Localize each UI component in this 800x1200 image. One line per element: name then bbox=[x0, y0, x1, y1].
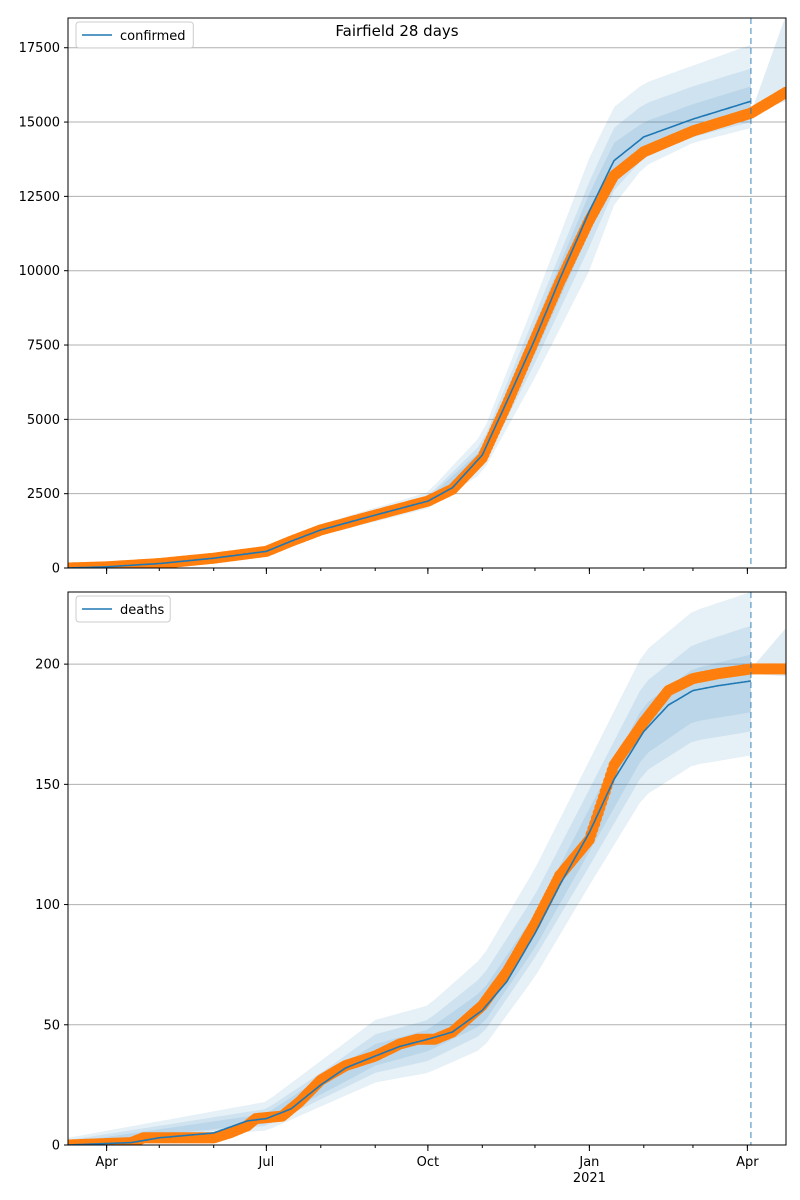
plot-area bbox=[68, 592, 786, 1145]
y-tick-label: 12500 bbox=[19, 190, 60, 205]
confidence-band-outer bbox=[68, 44, 751, 568]
y-tick-label: 2500 bbox=[27, 487, 60, 502]
x-tick-label: Jan bbox=[578, 1155, 599, 1170]
observed-point bbox=[780, 663, 786, 675]
legend: deaths bbox=[75, 595, 171, 623]
figure-title: Fairfield 28 days bbox=[335, 22, 458, 40]
x-tick-label: Jul bbox=[258, 1155, 275, 1170]
x-tick-sublabel: 2021 bbox=[573, 1171, 606, 1186]
y-tick-label: 0 bbox=[52, 562, 60, 577]
legend-box bbox=[75, 21, 194, 49]
y-tick-label: 7500 bbox=[27, 339, 60, 354]
x-tick-label: Apr bbox=[95, 1155, 118, 1170]
confidence-band-outer bbox=[68, 592, 751, 1145]
y-tick-label: 5000 bbox=[27, 413, 60, 428]
axes-frame bbox=[67, 17, 787, 569]
observed-point bbox=[780, 86, 786, 98]
legend-label: deaths bbox=[120, 603, 165, 618]
y-tick-label: 200 bbox=[35, 658, 60, 673]
y-tick-label: 17500 bbox=[19, 41, 60, 56]
y-tick-label: 150 bbox=[35, 778, 60, 793]
legend-label: confirmed bbox=[120, 29, 186, 44]
y-tick-label: 15000 bbox=[19, 116, 60, 131]
confidence-band-forecast bbox=[750, 18, 786, 114]
x-tick-label: Oct bbox=[417, 1155, 439, 1170]
y-tick-label: 100 bbox=[35, 898, 60, 913]
plot-area bbox=[68, 18, 786, 568]
confidence-band-middle bbox=[68, 68, 751, 568]
x-tick-label: Apr bbox=[736, 1155, 759, 1170]
model-line bbox=[68, 100, 752, 568]
y-tick-label: 50 bbox=[43, 1018, 60, 1033]
y-tick-label: 0 bbox=[52, 1139, 60, 1154]
y-tick-label: 10000 bbox=[19, 264, 60, 279]
observed-series bbox=[68, 86, 786, 568]
legend: confirmed bbox=[75, 21, 194, 49]
confirmed-chart: 0 2500 5000 7500 10000 12500 15000 17500 confirm… bbox=[19, 17, 787, 577]
axes-frame bbox=[67, 591, 787, 1146]
legend-box bbox=[75, 595, 171, 623]
model-line bbox=[68, 680, 751, 1145]
